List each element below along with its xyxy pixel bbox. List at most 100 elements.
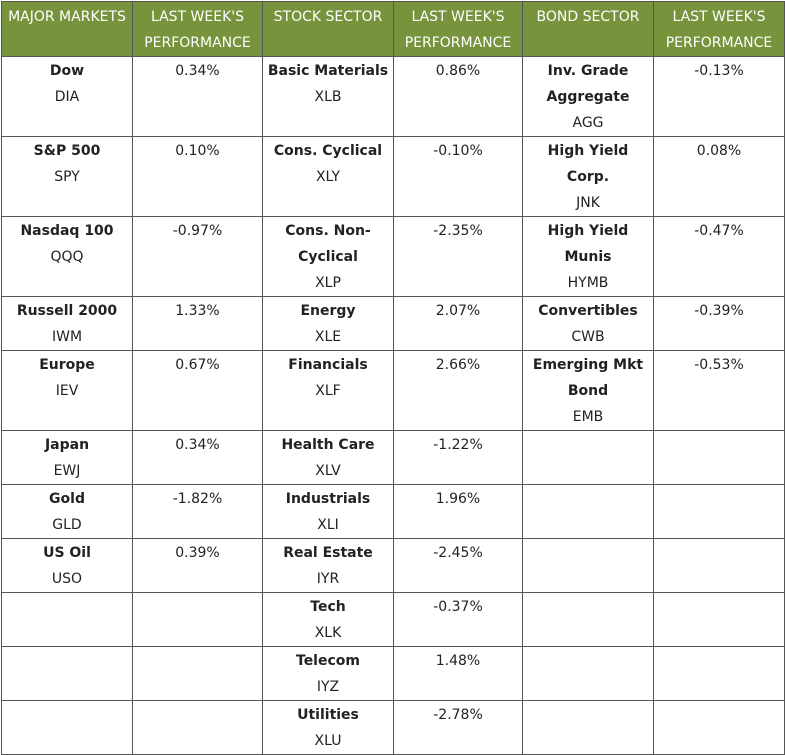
bond-name: Inv. Grade Aggregate: [546, 63, 630, 105]
stock-ticker: XLE: [314, 329, 342, 345]
bond-cell: [522, 700, 654, 755]
stock-ticker: XLY: [315, 169, 341, 185]
table-row: Dow DIA 0.34% Basic Materials XLB 0.86% In…: [1, 56, 785, 137]
header-row: MAJOR MARKETS LAST WEEK'S PERFORMANCE ST…: [1, 1, 785, 57]
market-cell: Gold GLD: [1, 484, 133, 539]
bond-performance: -0.53%: [653, 350, 785, 431]
market-performance: -0.97%: [132, 216, 263, 297]
market-cell: [1, 700, 133, 755]
header-bond-performance: LAST WEEK'S PERFORMANCE: [653, 1, 785, 57]
stock-cell: Financials XLF: [262, 350, 394, 431]
bond-performance: [653, 700, 785, 755]
market-name: Dow: [49, 63, 85, 79]
stock-cell: Telecom IYZ: [262, 646, 394, 701]
stock-name: Basic Materials: [267, 63, 389, 79]
market-cell: S&P 500 SPY: [1, 136, 133, 217]
bond-ticker: EMB: [572, 409, 604, 425]
bond-performance: [653, 646, 785, 701]
stock-name: Financials: [288, 357, 368, 373]
market-ticker: GLD: [52, 517, 82, 533]
market-ticker: EWJ: [53, 463, 81, 479]
market-name: Gold: [49, 491, 85, 507]
stock-name: Cons. Non-Cyclical: [285, 223, 371, 265]
market-name: Japan: [44, 437, 90, 453]
market-cell: US Oil USO: [1, 538, 133, 593]
stock-name: Tech: [310, 599, 346, 615]
header-major-markets: MAJOR MARKETS: [1, 1, 133, 57]
stock-cell: Health Care XLV: [262, 430, 394, 485]
market-name: S&P 500: [33, 143, 101, 159]
stock-name: Real Estate: [283, 545, 373, 561]
stock-cell: Cons. Non-Cyclical XLP: [262, 216, 394, 297]
bond-name: Convertibles: [538, 303, 638, 319]
bond-ticker: CWB: [571, 329, 605, 345]
table-row: Russell 2000 IWM 1.33% Energy XLE 2.07% Co…: [1, 296, 785, 351]
stock-cell: Basic Materials XLB: [262, 56, 394, 137]
market-ticker: SPY: [54, 169, 80, 185]
bond-cell: [522, 430, 654, 485]
stock-performance: -0.37%: [393, 592, 523, 647]
stock-ticker: XLP: [315, 275, 341, 291]
stock-cell: Real Estate IYR: [262, 538, 394, 593]
bond-performance: [653, 538, 785, 593]
bond-performance: [653, 484, 785, 539]
stock-performance: 2.07%: [393, 296, 523, 351]
market-name: Europe: [39, 357, 95, 373]
stock-ticker: XLU: [314, 733, 342, 749]
header-stock-sector: STOCK SECTOR: [262, 1, 394, 57]
market-name: Nasdaq 100: [20, 223, 114, 239]
market-cell: [1, 646, 133, 701]
table-row: S&P 500 SPY 0.10% Cons. Cyclical XLY -0.10…: [1, 136, 785, 217]
market-cell: Europe IEV: [1, 350, 133, 431]
market-performance: 0.34%: [132, 430, 263, 485]
bond-performance: 0.08%: [653, 136, 785, 217]
table-row: Utilities XLU -2.78%: [1, 700, 785, 755]
stock-ticker: XLB: [314, 89, 342, 105]
market-performance: 0.34%: [132, 56, 263, 137]
market-performance: 0.10%: [132, 136, 263, 217]
bond-cell: Inv. Grade Aggregate AGG: [522, 56, 654, 137]
stock-ticker: IYZ: [316, 679, 340, 695]
bond-ticker: JNK: [576, 195, 600, 211]
market-performance: 0.39%: [132, 538, 263, 593]
bond-cell: [522, 484, 654, 539]
bond-cell: Emerging Mkt Bond EMB: [522, 350, 654, 431]
market-name: Russell 2000: [16, 303, 118, 319]
stock-performance: -0.10%: [393, 136, 523, 217]
market-ticker: DIA: [54, 89, 80, 105]
stock-name: Health Care: [281, 437, 375, 453]
stock-performance: 1.96%: [393, 484, 523, 539]
market-ticker: IWM: [51, 329, 83, 345]
market-cell: Dow DIA: [1, 56, 133, 137]
bond-cell: High Yield Corp. JNK: [522, 136, 654, 217]
bond-cell: [522, 538, 654, 593]
stock-name: Utilities: [297, 707, 359, 723]
stock-name: Energy: [300, 303, 356, 319]
stock-cell: Energy XLE: [262, 296, 394, 351]
stock-performance: 2.66%: [393, 350, 523, 431]
bond-performance: [653, 592, 785, 647]
stock-performance: -1.22%: [393, 430, 523, 485]
bond-performance: -0.47%: [653, 216, 785, 297]
market-performance: 0.67%: [132, 350, 263, 431]
stock-ticker: XLV: [315, 463, 341, 479]
stock-ticker: XLI: [317, 517, 339, 533]
table-row: Nasdaq 100 QQQ -0.97% Cons. Non-Cyclical X…: [1, 216, 785, 297]
stock-cell: Industrials XLI: [262, 484, 394, 539]
market-performance: -1.82%: [132, 484, 263, 539]
header-markets-performance: LAST WEEK'S PERFORMANCE: [132, 1, 263, 57]
table-row: Tech XLK -0.37%: [1, 592, 785, 647]
bond-performance: -0.39%: [653, 296, 785, 351]
bond-cell: Convertibles CWB: [522, 296, 654, 351]
table-row: Japan EWJ 0.34% Health Care XLV -1.22%: [1, 430, 785, 485]
stock-performance: 1.48%: [393, 646, 523, 701]
bond-ticker: HYMB: [567, 275, 609, 291]
table-row: Telecom IYZ 1.48%: [1, 646, 785, 701]
bond-name: Emerging Mkt Bond: [532, 357, 644, 399]
market-performance: 1.33%: [132, 296, 263, 351]
market-cell: Russell 2000 IWM: [1, 296, 133, 351]
stock-performance: -2.45%: [393, 538, 523, 593]
bond-cell: [522, 592, 654, 647]
bond-ticker: AGG: [572, 115, 604, 131]
stock-name: Industrials: [285, 491, 371, 507]
